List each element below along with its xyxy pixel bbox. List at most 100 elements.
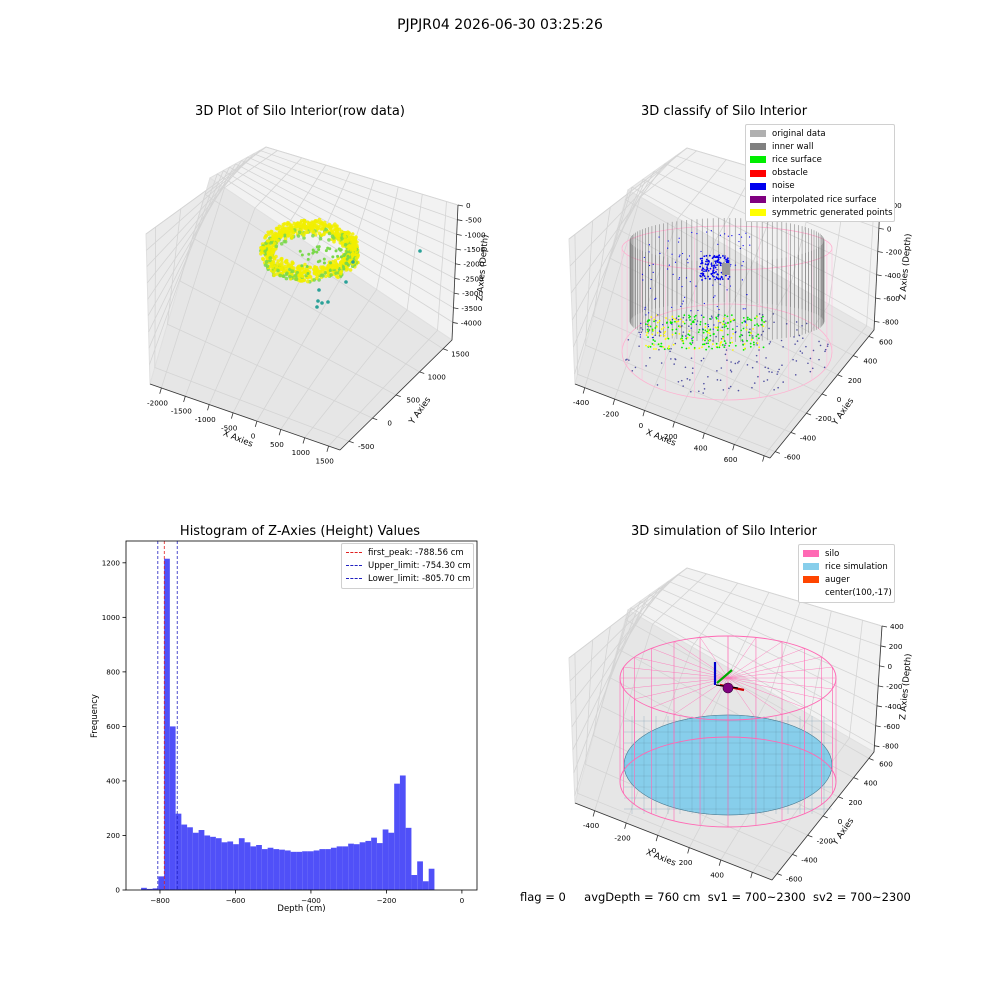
noise-point [718, 314, 720, 316]
silo-roof-line [673, 677, 729, 715]
classify-legend-item: obstacle [750, 167, 890, 180]
rice-surface-point [719, 341, 722, 344]
raw-point [356, 253, 360, 257]
noise-floor-point [717, 315, 719, 318]
rice-surface-point [674, 320, 676, 323]
noise-point [662, 324, 664, 326]
rice-surface-point [743, 343, 746, 345]
p1-zgrid [145, 146, 459, 235]
noise-point [712, 284, 714, 286]
rice-surface-point [724, 342, 727, 345]
raw-point [283, 260, 288, 264]
rice-surface-point [647, 336, 649, 339]
p2-ytick-label: 200 [848, 376, 862, 385]
raw-point [320, 270, 325, 274]
rice-surface-point [711, 347, 713, 350]
rice-surface-point [686, 336, 689, 339]
noise-point [658, 330, 661, 332]
silo-roof-line [699, 637, 729, 679]
noise-point [648, 312, 650, 314]
noise-point [713, 296, 715, 298]
p4-ztick [875, 725, 881, 728]
noise-floor-point [628, 359, 630, 361]
rice-surface-point [647, 319, 650, 322]
noise-point [682, 300, 684, 302]
p4-ytick-label: -200 [817, 836, 834, 845]
raw-point [326, 224, 331, 228]
rice-surface-point [702, 331, 705, 334]
noise-point [727, 278, 730, 280]
p1-ytick [419, 371, 425, 374]
raw-point [268, 256, 273, 260]
p1-xaxis [149, 383, 341, 451]
p1-ygrid [154, 226, 350, 442]
raw-point [316, 226, 320, 231]
rice-surface-point [690, 343, 693, 346]
histogram-bar [417, 861, 423, 890]
noise-point [716, 264, 718, 267]
raw-point [282, 269, 286, 273]
p1-ytick-label: 1000 [428, 372, 447, 381]
p4-xtick [655, 835, 659, 842]
histogram-bar [279, 849, 285, 890]
rice-surface-point [689, 319, 691, 321]
raw-point [284, 276, 289, 281]
p1-zgrid [147, 159, 456, 300]
noise-point [730, 264, 732, 266]
noise-point [703, 275, 706, 278]
rice-surface-point [730, 336, 733, 339]
p2-zaxis [873, 204, 881, 331]
legend-swatch [803, 563, 819, 571]
histogram-bar [215, 838, 222, 890]
rice-surface-point [652, 348, 655, 350]
noise-floor-point [760, 334, 763, 336]
noise-point [729, 285, 732, 287]
panel4-title: 3D simulation of Silo Interior [631, 524, 817, 539]
rice-surface-point [688, 316, 690, 319]
rice-surface-point [750, 338, 753, 341]
silo-roof-line [727, 656, 822, 679]
noise-point [642, 279, 644, 281]
noise-floor-point [757, 375, 759, 378]
noise-floor-point [737, 362, 739, 364]
noise-floor-point [824, 348, 827, 351]
histogram-bar [141, 887, 147, 890]
rice-surface-point [729, 342, 732, 344]
rice-surface-point [709, 328, 712, 331]
noise-floor-point [689, 379, 691, 381]
rice-surface-point [683, 314, 686, 317]
noise-point [689, 281, 691, 283]
p1-ytick [348, 440, 354, 444]
noise-point [724, 233, 726, 235]
noise-floor-point [772, 313, 775, 315]
auger-center-marker [722, 682, 734, 694]
noise-point [684, 296, 686, 299]
p2-xtick [732, 444, 735, 451]
noise-floor-point [780, 339, 783, 342]
legend-label: Lower_limit: -805.70 cm [368, 573, 471, 584]
noise-point [728, 275, 731, 278]
rice-surface-point [671, 333, 674, 336]
p4-xtick-label: 0 [652, 846, 657, 855]
histogram-bar [307, 851, 314, 890]
p4-ytick [792, 854, 798, 857]
rice-surface-point [655, 348, 657, 350]
rice-surface-point [669, 319, 671, 321]
p1-xtick [159, 387, 162, 394]
p2-ygrid [593, 207, 807, 414]
noise-point [705, 258, 708, 261]
histogram-bar [244, 842, 251, 890]
p2-zgrid [574, 186, 875, 375]
noise-point [746, 294, 748, 296]
raw-point [344, 231, 348, 235]
p2-xtick [672, 421, 675, 428]
noise-floor-point [734, 362, 737, 365]
raw-point [266, 230, 271, 235]
raw-point [284, 266, 289, 271]
noise-point [738, 240, 740, 243]
rice-surface-point [742, 316, 745, 319]
p4-xtick-label: -400 [583, 821, 600, 830]
rice-surface-point [645, 334, 648, 337]
noise-floor-point [673, 363, 675, 365]
p2-xtick [612, 398, 616, 405]
